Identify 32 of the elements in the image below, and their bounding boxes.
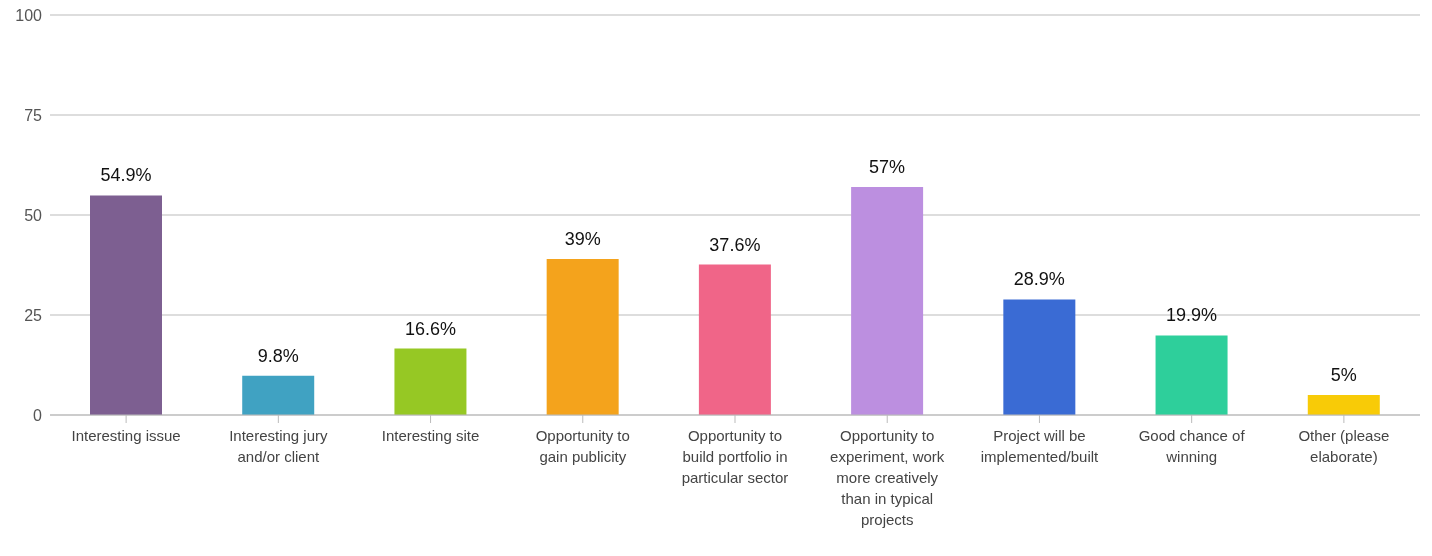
x-tick-label: Other (please elaborate): [1297, 426, 1391, 467]
bar: [394, 348, 467, 415]
x-tick-label: Interesting jury and/or client: [228, 426, 329, 467]
data-label: 28.9%: [1013, 269, 1065, 290]
x-tick-label: Good chance of winning: [1137, 426, 1246, 467]
bar: [698, 264, 771, 415]
data-label: 37.6%: [709, 234, 761, 255]
bar: [1307, 395, 1380, 415]
y-tick-label: 100: [15, 6, 43, 24]
y-tick-label: 0: [33, 406, 43, 424]
data-label: 57%: [869, 157, 906, 177]
x-tick-label: Interesting site: [380, 426, 481, 446]
data-label: 9.8%: [257, 345, 299, 366]
x-tick-label: Interesting issue: [70, 426, 182, 446]
y-tick-label: 75: [24, 106, 43, 124]
data-label: 19.9%: [1166, 305, 1218, 326]
data-label: 54.9%: [100, 165, 152, 186]
bar: [1155, 335, 1228, 415]
x-tick-label: Opportunity to experiment, work more creatively than in typical projects: [829, 426, 946, 530]
bar: [851, 187, 924, 415]
data-label: 16.6%: [404, 318, 456, 339]
bar: [90, 195, 162, 415]
bar: [1003, 299, 1076, 415]
data-label: 5%: [1330, 365, 1357, 385]
x-tick-label: Opportunity to build portfolio in particular sector: [680, 426, 790, 488]
x-tick-label: Project will be implemented/built: [979, 426, 1100, 467]
y-tick-label: 25: [24, 306, 43, 324]
y-tick-label: 50: [24, 206, 43, 224]
bar: [242, 375, 315, 415]
data-label: 39%: [564, 229, 601, 249]
x-tick-label: Opportunity to gain publicity: [534, 426, 631, 467]
bar: [546, 259, 619, 415]
